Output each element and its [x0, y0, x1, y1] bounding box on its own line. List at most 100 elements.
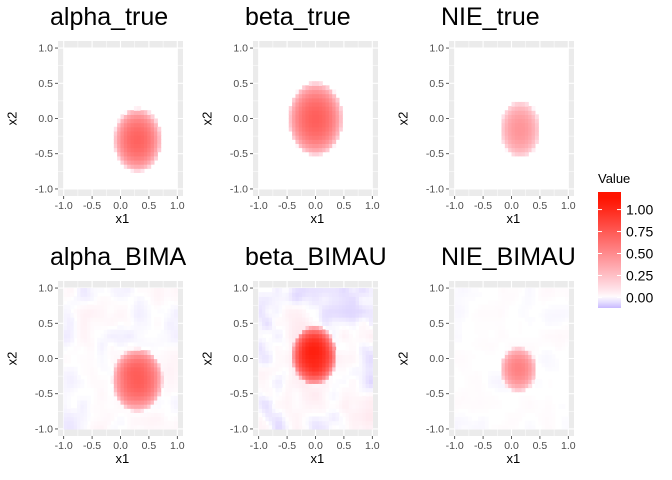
heatmap-cell [488, 304, 493, 310]
heatmap-cell [127, 416, 132, 422]
heatmap-cell [338, 424, 343, 430]
heatmap-cell [508, 350, 513, 355]
heatmap-cell [288, 399, 293, 405]
heatmap-cell [275, 317, 280, 322]
x-tick-label: 1.0 [561, 200, 576, 212]
heatmap-cell [501, 312, 506, 318]
heatmap-cell [318, 341, 323, 347]
heatmap-cell [348, 408, 353, 413]
heatmap-cell [362, 300, 367, 306]
heatmap-cell [137, 333, 142, 339]
heatmap-cell [494, 387, 499, 393]
heatmap-cell [147, 151, 152, 157]
legend-tick-label: 0.00 [626, 289, 653, 305]
heatmap-cell [312, 424, 317, 430]
heatmap-cell [461, 416, 466, 422]
heatmap-cell [147, 366, 152, 372]
heatmap-cell [541, 404, 546, 409]
heatmap-cell [461, 412, 466, 418]
heatmap-cell [143, 375, 148, 380]
heatmap-cell [90, 321, 95, 326]
heatmap-cell [97, 300, 102, 306]
heatmap-cell [362, 408, 367, 413]
heatmap-cell [167, 420, 172, 426]
heatmap-cell [278, 321, 283, 326]
heatmap-cell [153, 292, 158, 297]
heatmap-cell [70, 379, 75, 384]
heatmap-cell [355, 408, 360, 413]
heatmap-cell [87, 375, 92, 380]
heatmap-cell [292, 370, 297, 376]
heatmap-cell [258, 370, 263, 376]
heatmap-cell [561, 424, 566, 430]
heatmap-cell [524, 106, 529, 111]
heatmap-cell [87, 354, 92, 360]
heatmap-cell [272, 300, 276, 306]
heatmap-cell [318, 408, 323, 413]
legend-colorbar [598, 192, 621, 308]
heatmap-cell [315, 101, 320, 107]
heatmap-cell [474, 370, 479, 376]
heatmap-cell [332, 395, 337, 401]
heatmap-cell [491, 346, 496, 351]
heatmap-cell [541, 329, 546, 335]
heatmap-cell [288, 379, 293, 384]
y-tick-label: -1.0 [35, 183, 53, 195]
heatmap-cell [332, 122, 337, 128]
heatmap-cell [564, 424, 569, 430]
heatmap-cell [322, 118, 327, 124]
heatmap-cell [143, 155, 148, 161]
heatmap-cell [345, 404, 350, 409]
heatmap-cell [498, 308, 503, 314]
heatmap-cell [471, 292, 476, 297]
heatmap-cell [113, 404, 118, 409]
heatmap-cell [110, 337, 115, 343]
heatmap-cell [315, 337, 320, 343]
heatmap-cell [478, 329, 483, 335]
heatmap-cell [355, 391, 360, 397]
heatmap-cell [73, 308, 78, 314]
heatmap-cell [133, 329, 138, 335]
heatmap-cell [150, 416, 155, 422]
heatmap-cell [308, 408, 313, 413]
heatmap-cell [67, 366, 71, 372]
heatmap-cell [292, 424, 297, 430]
heatmap-cell [133, 395, 138, 401]
heatmap-cell [298, 387, 303, 393]
heatmap-cell [335, 312, 340, 318]
heatmap-cell [474, 308, 479, 314]
heatmap-cell [127, 135, 132, 140]
heatmap-cell [315, 89, 320, 95]
heatmap-cell [464, 420, 469, 426]
heatmap-cell [173, 333, 178, 339]
heatmap-cell [103, 308, 108, 314]
heatmap-cell [355, 404, 360, 409]
heatmap-cell [318, 143, 323, 149]
heatmap-cell [312, 321, 317, 326]
heatmap-cell [325, 296, 330, 302]
x-axis-title: x1 [115, 211, 130, 226]
heatmap-cell [285, 420, 290, 426]
heatmap-cell [322, 139, 327, 144]
heatmap-cell [554, 304, 559, 310]
heatmap-cell [272, 304, 276, 310]
heatmap-cell [312, 126, 317, 132]
heatmap-cell [302, 317, 307, 322]
heatmap-cell [528, 135, 533, 140]
heatmap-cell [302, 93, 307, 99]
heatmap-cell [147, 114, 152, 120]
heatmap-cell [355, 366, 360, 372]
heatmap-cell [454, 333, 459, 339]
heatmap-cell [322, 391, 327, 397]
heatmap-cell [153, 387, 158, 393]
heatmap-cell [67, 317, 71, 322]
heatmap-cell [498, 329, 503, 335]
heatmap-cell [173, 358, 178, 364]
heatmap-cell [140, 155, 145, 161]
heatmap-cell [454, 288, 459, 293]
heatmap-cell [368, 375, 373, 380]
heatmap-cell [484, 346, 489, 351]
heatmap-cell [312, 325, 317, 331]
heatmap-cell [173, 300, 178, 306]
heatmap-cell [143, 126, 148, 132]
